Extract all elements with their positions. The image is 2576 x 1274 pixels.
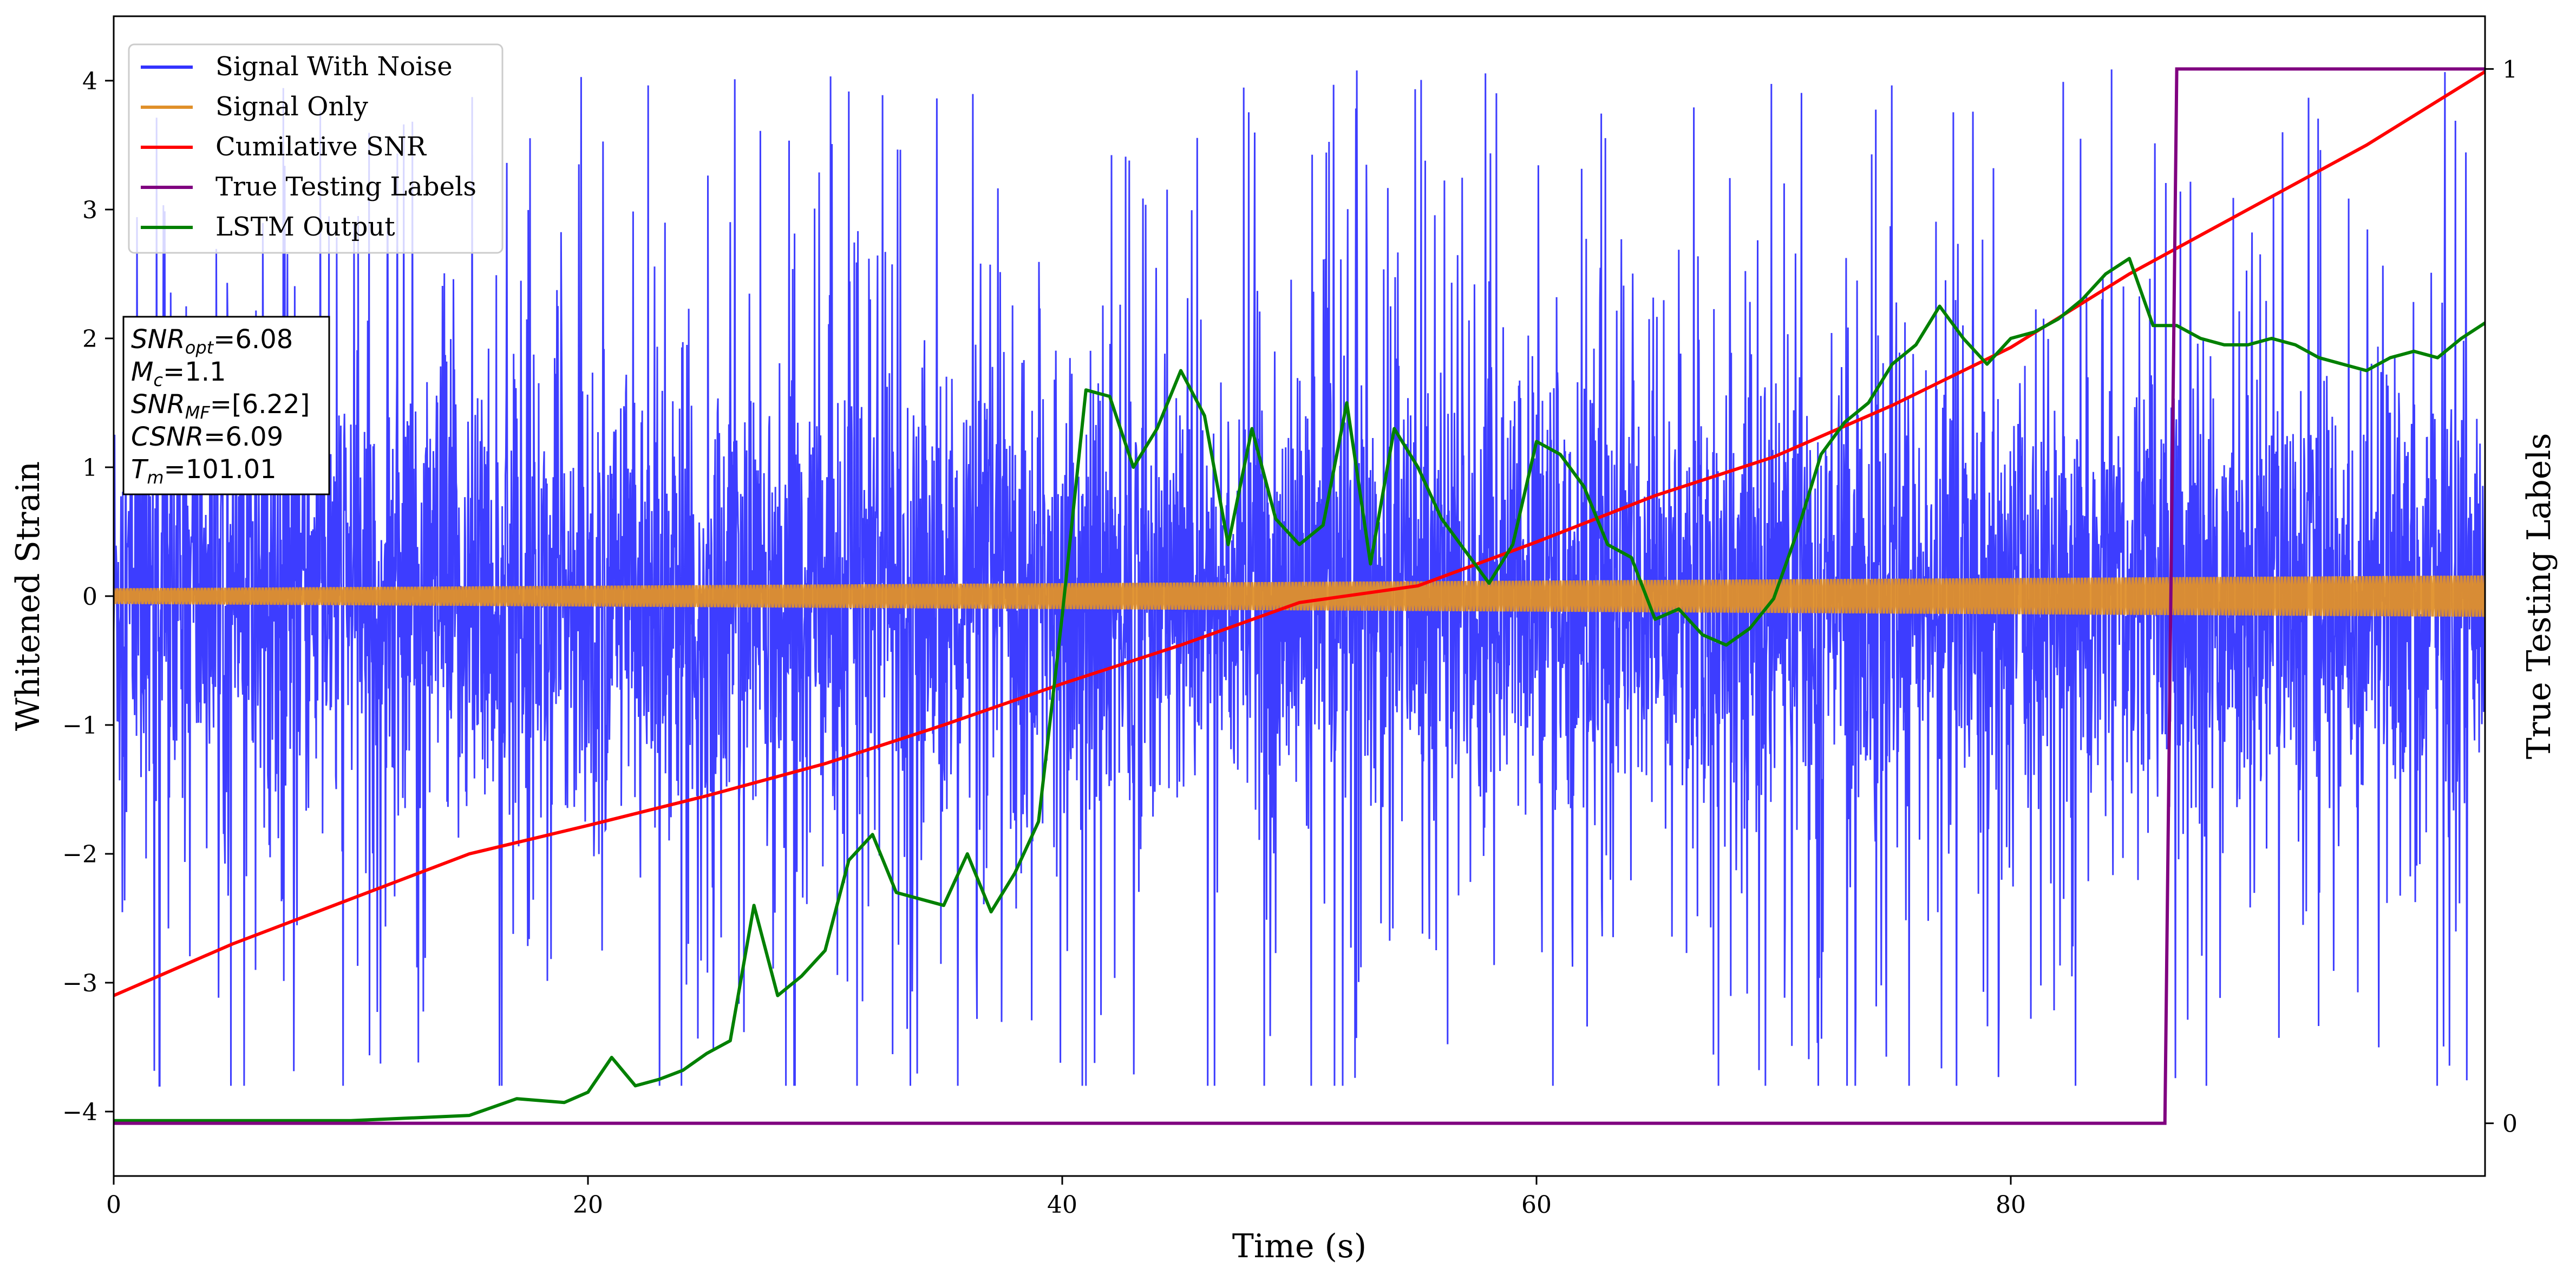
info-value: =[6.22]: [210, 389, 310, 420]
info-box: SNRopt=6.08Mc=1.1SNRMF=[6.22]CSNR=6.09Tm…: [122, 316, 330, 495]
info-subscript: opt: [185, 337, 214, 358]
info-line: SNRMF=[6.22]: [131, 389, 310, 423]
info-symbol: M: [131, 357, 153, 387]
x-tick-label: 20: [573, 1191, 603, 1219]
y2-tick-label: 0: [2502, 1110, 2518, 1138]
info-value: =101.01: [164, 454, 277, 485]
y-tick-label: 0: [82, 583, 97, 611]
legend-label: Cumilative SNR: [215, 132, 427, 162]
info-symbol: SNR: [131, 389, 185, 420]
info-symbol: SNR: [131, 324, 185, 355]
series-cumulative-snr: [114, 70, 2485, 997]
info-value: =6.08: [213, 324, 293, 355]
x-tick-label: 40: [1047, 1191, 1077, 1219]
series-signal-only: [114, 575, 2485, 617]
info-symbol: T: [131, 454, 149, 485]
y-tick-label: 2: [82, 325, 97, 353]
y-tick-label: 3: [82, 197, 97, 224]
series-lstm-output: [114, 257, 2485, 1122]
y-axis-title: Whitened Strain: [9, 461, 47, 731]
info-value: =1.1: [163, 357, 226, 387]
series-signal-with-noise: [114, 69, 2485, 1087]
legend-label: Signal Only: [215, 92, 368, 122]
y2-tick-label: 1: [2502, 56, 2518, 83]
x-tick-label: 60: [1521, 1191, 1552, 1219]
info-subscript: m: [147, 467, 164, 488]
x-axis-title: Time (s): [1232, 1227, 1367, 1265]
x-tick-label: 80: [1996, 1191, 2026, 1219]
y2-axis-title: True Testing Labels: [2520, 433, 2558, 760]
legend-label: Signal With Noise: [215, 51, 453, 82]
info-symbol: CSNR: [131, 422, 204, 452]
y-tick-label: −1: [62, 712, 97, 740]
y-tick-label: 4: [82, 68, 97, 95]
y-tick-label: −4: [62, 1099, 97, 1126]
info-value: =6.09: [204, 422, 283, 452]
legend: Signal With Noise Signal Only Cumilative S…: [128, 43, 504, 254]
y-tick-label: −2: [62, 841, 97, 868]
series-true-testing-labels: [114, 67, 2485, 1125]
legend-label: True Testing Labels: [215, 172, 476, 202]
y-tick-label: 1: [82, 454, 97, 482]
info-line: SNRopt=6.08: [131, 324, 293, 358]
info-subscript: MF: [185, 402, 211, 423]
info-line: Mc=1.1: [131, 357, 226, 390]
info-line: CSNR=6.09: [131, 422, 283, 452]
info-subscript: c: [153, 370, 163, 390]
legend-label: LSTM Output: [215, 212, 395, 242]
info-line: Tm=101.01: [131, 454, 277, 488]
info-box-frame: [122, 316, 330, 495]
x-tick-label: 0: [106, 1191, 121, 1219]
legend-box: [128, 43, 504, 254]
plot-area: [114, 67, 2485, 1125]
y-tick-label: −3: [62, 970, 97, 997]
